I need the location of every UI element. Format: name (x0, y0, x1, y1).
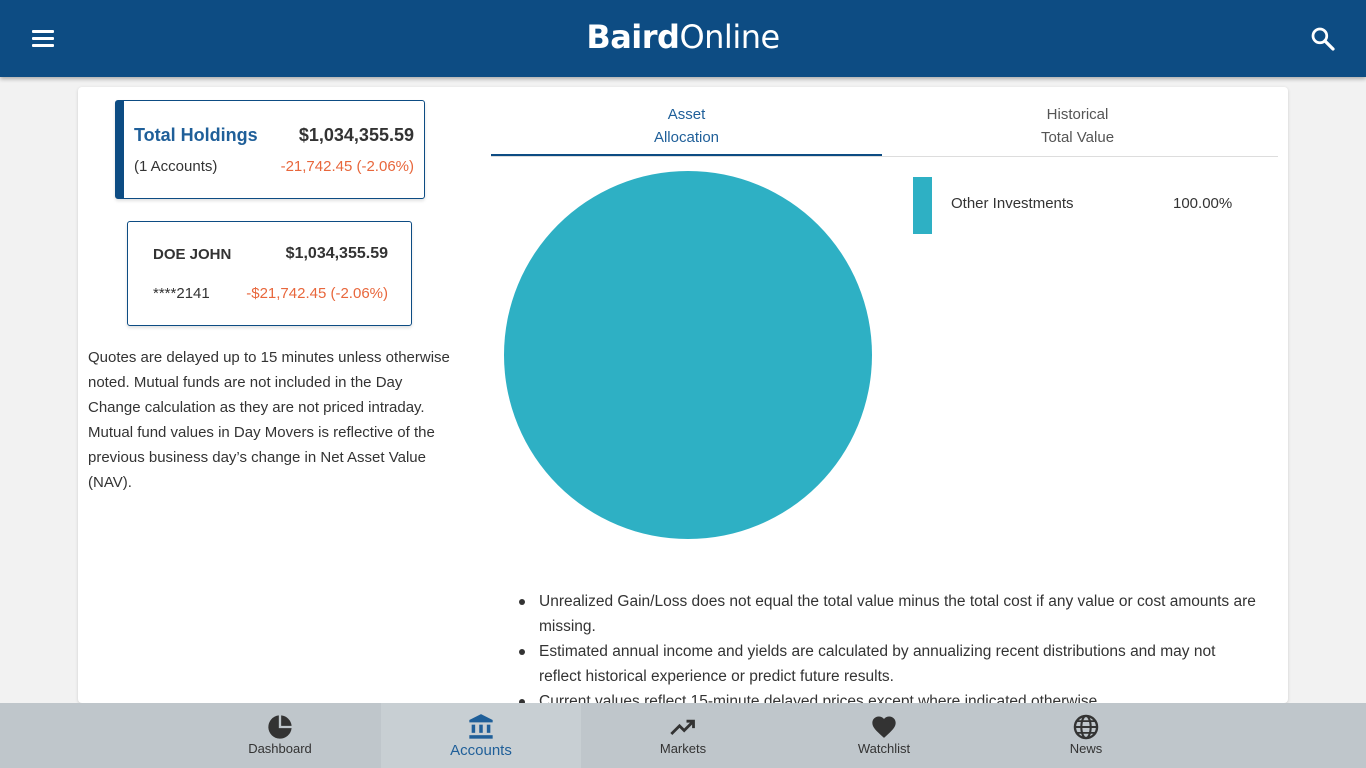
account-value: $1,034,355.59 (285, 245, 388, 262)
tab-hist-label-1: Historical (1046, 106, 1109, 123)
tab-divider (491, 156, 1278, 157)
nav-watchlist[interactable]: Watchlist (784, 703, 984, 768)
nav-accounts[interactable]: Accounts (381, 703, 581, 768)
baird-online-logo: BairdOnline (0, 18, 1366, 56)
nav-accounts-label: Accounts (450, 742, 512, 759)
note-item: Unrealized Gain/Loss does not equal the … (519, 589, 1259, 639)
globe-icon (1073, 714, 1099, 740)
legend-swatch-other-investments (913, 177, 932, 234)
tab-historical-total-value[interactable]: Historical Total Value (882, 103, 1273, 157)
tab-hist-label-2: Total Value (1040, 129, 1115, 146)
nav-markets[interactable]: Markets (583, 703, 783, 768)
heart-icon (872, 716, 896, 738)
trending-up-icon (670, 719, 695, 735)
total-holdings-title: Total Holdings (134, 125, 258, 145)
note-item: Current values reflect 15-minute delayed… (519, 689, 1259, 703)
pie-slice-other-investments[interactable] (504, 171, 872, 539)
account-notes-list: Unrealized Gain/Loss does not equal the … (519, 589, 1259, 703)
nav-markets-label: Markets (659, 741, 707, 756)
nav-news[interactable]: News (986, 703, 1186, 768)
pie-chart-icon (268, 715, 292, 739)
accounts-count: (1 Accounts) (134, 158, 218, 175)
tab-asset-allocation[interactable]: Asset Allocation (491, 103, 882, 157)
total-holdings-card[interactable]: Total Holdings $1,034,355.59 (1 Accounts… (115, 100, 425, 199)
tab-asset-label-1: Asset (667, 106, 706, 123)
total-day-change: -21,742.45 (-2.06%) (280, 158, 414, 175)
nav-dashboard-label: Dashboard (248, 741, 312, 756)
account-card[interactable]: DOE JOHN $1,034,355.59 ****2141 -$21,742… (127, 221, 412, 326)
logo-light-text: Online (679, 18, 780, 56)
logo-bold-text: Baird (586, 18, 680, 56)
accounts-card: Total Holdings $1,034,355.59 (1 Accounts… (78, 87, 1288, 703)
nav-dashboard[interactable]: Dashboard (180, 703, 380, 768)
nav-watchlist-label: Watchlist (857, 741, 911, 756)
note-item: Estimated annual income and yields are c… (519, 639, 1259, 689)
account-day-change: -$21,742.45 (-2.06%) (246, 285, 388, 302)
tab-asset-label-2: Allocation (653, 129, 720, 146)
account-number: ****2141 (153, 285, 210, 302)
asset-allocation-pie-chart[interactable] (502, 169, 874, 541)
hamburger-menu-icon[interactable] (28, 24, 58, 54)
nav-news-label: News (1069, 741, 1103, 756)
search-icon[interactable] (1308, 24, 1338, 54)
account-name: DOE JOHN (153, 246, 232, 263)
quotes-disclaimer: Quotes are delayed up to 15 minutes unle… (88, 349, 450, 491)
bank-icon (469, 714, 493, 739)
total-holdings-value: $1,034,355.59 (298, 125, 414, 145)
bottom-navigation: Dashboard Accounts Markets Watchlist New… (0, 703, 1366, 768)
legend-percent-other-investments: 100.00% (1173, 195, 1233, 212)
legend-label-other-investments: Other Investments (951, 195, 1074, 212)
top-app-bar: BairdOnline (0, 0, 1366, 77)
